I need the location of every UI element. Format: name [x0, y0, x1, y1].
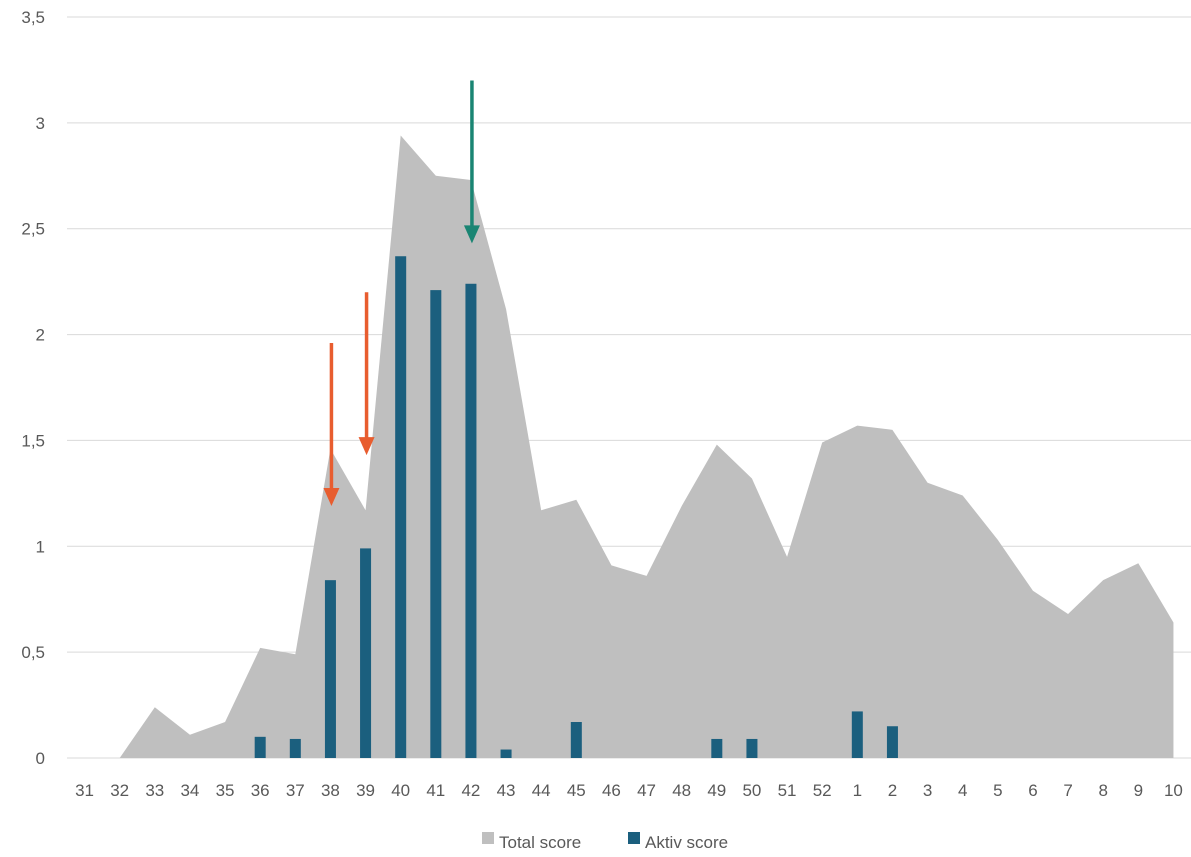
x-tick-label: 9 — [1134, 781, 1143, 800]
x-tick-label: 1 — [853, 781, 862, 800]
y-tick-label: 0 — [36, 749, 45, 768]
y-tick-label: 2,5 — [21, 220, 45, 239]
aktiv-score-bar — [324, 580, 336, 758]
legend: Total score Aktiv score — [482, 832, 728, 852]
annotation-arrow-head — [323, 487, 340, 506]
aktiv-score-bar — [360, 548, 372, 758]
aktiv-score-bar — [746, 738, 758, 758]
x-tick-label: 8 — [1098, 781, 1107, 800]
aktiv-score-bar — [289, 738, 301, 758]
y-axis-ticks: 0 0,5 1 1,5 2 2,5 3 3,5 — [21, 8, 45, 768]
aktiv-score-bar — [465, 283, 477, 758]
x-tick-label: 3 — [923, 781, 932, 800]
y-tick-label: 1,5 — [21, 431, 45, 450]
x-tick-label: 5 — [993, 781, 1002, 800]
x-tick-label: 46 — [602, 781, 621, 800]
aktiv-score-bar — [711, 738, 723, 758]
x-tick-label: 32 — [110, 781, 129, 800]
aktiv-score-bar — [500, 749, 512, 758]
total-score-area-layer — [119, 135, 1174, 758]
x-tick-label: 33 — [145, 781, 164, 800]
y-tick-label: 0,5 — [21, 643, 45, 662]
x-tick-label: 36 — [251, 781, 270, 800]
aktiv-score-bar — [395, 256, 407, 758]
x-axis-ticks: 31 32 33 34 35 36 37 38 39 40 41 42 43 44 45 46 47 48 49 50… — [75, 781, 1183, 800]
x-tick-label: 43 — [497, 781, 516, 800]
gridlines — [67, 16, 1191, 759]
legend-swatch-total-score — [482, 832, 494, 844]
aktiv-score-bar — [886, 726, 898, 758]
x-tick-label: 52 — [813, 781, 832, 800]
y-tick-label: 3 — [36, 114, 45, 133]
x-tick-label: 34 — [180, 781, 199, 800]
x-tick-label: 2 — [888, 781, 897, 800]
x-tick-label: 41 — [426, 781, 445, 800]
x-tick-label: 45 — [567, 781, 586, 800]
aktiv-score-bar — [851, 711, 863, 758]
x-tick-label: 42 — [461, 781, 480, 800]
annotation-arrow-head — [463, 225, 480, 244]
annotation-arrows — [323, 80, 480, 506]
x-tick-label: 40 — [391, 781, 410, 800]
legend-label-total-score: Total score — [499, 833, 581, 852]
x-tick-label: 48 — [672, 781, 691, 800]
legend-swatch-aktiv-score — [628, 832, 640, 844]
x-tick-label: 47 — [637, 781, 656, 800]
x-tick-label: 38 — [321, 781, 340, 800]
aktiv-score-bar-layer — [254, 256, 898, 758]
x-tick-label: 10 — [1164, 781, 1183, 800]
annotation-arrow-head — [358, 437, 375, 456]
x-tick-label: 50 — [742, 781, 761, 800]
x-tick-label: 37 — [286, 781, 305, 800]
legend-label-aktiv-score: Aktiv score — [645, 833, 728, 852]
x-tick-label: 49 — [707, 781, 726, 800]
aktiv-score-bar — [254, 736, 266, 758]
x-tick-label: 44 — [532, 781, 551, 800]
y-tick-label: 1 — [36, 537, 45, 556]
x-tick-label: 31 — [75, 781, 94, 800]
x-tick-label: 4 — [958, 781, 967, 800]
aktiv-score-bar — [430, 290, 442, 758]
y-tick-label: 2 — [36, 326, 45, 345]
x-tick-label: 51 — [778, 781, 797, 800]
x-tick-label: 6 — [1028, 781, 1037, 800]
total-score-area — [119, 135, 1174, 758]
x-tick-label: 35 — [216, 781, 235, 800]
y-tick-label: 3,5 — [21, 8, 45, 27]
aktiv-score-bar — [570, 722, 582, 758]
x-tick-label: 39 — [356, 781, 375, 800]
x-tick-label: 7 — [1063, 781, 1072, 800]
